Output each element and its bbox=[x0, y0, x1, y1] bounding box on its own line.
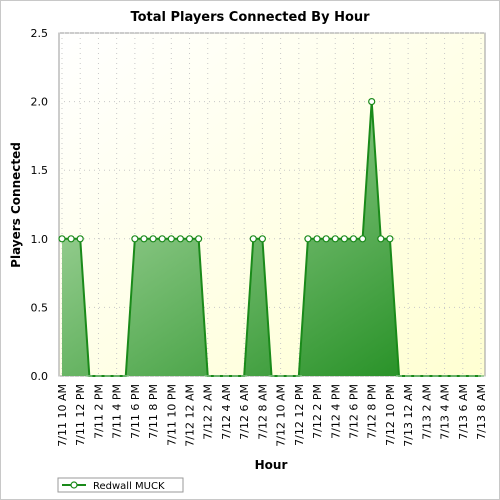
y-tick-label: 2.0 bbox=[31, 96, 49, 109]
x-tick-label: 7/13 8 AM bbox=[475, 384, 488, 440]
x-tick-label: 7/11 2 PM bbox=[92, 384, 105, 439]
x-tick-label: 7/11 12 PM bbox=[74, 384, 87, 446]
y-tick-label: 1.0 bbox=[31, 233, 49, 246]
data-point-marker bbox=[322, 235, 330, 243]
x-tick-label: 7/12 8 AM bbox=[256, 384, 269, 440]
data-point-marker bbox=[58, 235, 66, 243]
data-point-marker bbox=[331, 235, 339, 243]
data-point-marker bbox=[304, 235, 312, 243]
x-tick-label: 7/11 10 AM bbox=[56, 384, 69, 447]
x-tick-label: 7/11 4 PM bbox=[111, 384, 124, 439]
legend-swatch-marker bbox=[70, 481, 78, 489]
x-tick-label: 7/12 4 PM bbox=[329, 384, 342, 439]
x-tick-label: 7/12 6 PM bbox=[347, 384, 360, 439]
plot-area bbox=[58, 32, 486, 377]
data-point-marker bbox=[313, 235, 321, 243]
data-point-marker bbox=[140, 235, 148, 243]
y-axis-label: Players Connected bbox=[9, 142, 23, 268]
x-tick-label: 7/12 10 PM bbox=[384, 384, 397, 446]
data-point-marker bbox=[258, 235, 266, 243]
x-tick-label: 7/12 2 PM bbox=[311, 384, 324, 439]
x-tick-label: 7/13 2 AM bbox=[420, 384, 433, 440]
y-tick-label: 1.5 bbox=[31, 164, 49, 177]
chart-title: Total Players Connected By Hour bbox=[130, 10, 370, 25]
data-point-marker bbox=[131, 235, 139, 243]
data-point-marker bbox=[195, 235, 203, 243]
x-tick-label: 7/11 6 PM bbox=[129, 384, 142, 439]
x-tick-label: 7/12 2 AM bbox=[202, 384, 215, 440]
data-point-marker bbox=[340, 235, 348, 243]
x-tick-label: 7/12 12 AM bbox=[184, 384, 197, 447]
x-tick-label: 7/12 4 AM bbox=[220, 384, 233, 440]
legend-box bbox=[57, 477, 184, 493]
data-point-marker bbox=[167, 235, 175, 243]
data-point-marker bbox=[377, 235, 385, 243]
data-point-marker bbox=[149, 235, 157, 243]
x-tick-label: 7/13 6 AM bbox=[457, 384, 470, 440]
data-point-marker bbox=[158, 235, 166, 243]
x-tick-labels: 7/11 10 AM 7/11 12 PM 7/11 2 PM 7/11 4 PM 7/… bbox=[56, 384, 488, 447]
y-tick-label: 0.0 bbox=[31, 370, 49, 383]
data-point-marker bbox=[386, 235, 394, 243]
y-tick-label: 2.5 bbox=[31, 27, 49, 40]
x-tick-label: 7/12 12 PM bbox=[293, 384, 306, 446]
x-tick-label: 7/13 12 AM bbox=[402, 384, 415, 447]
data-point-marker bbox=[368, 97, 376, 106]
data-point-marker bbox=[185, 235, 194, 243]
x-tick-label: 7/11 8 PM bbox=[147, 384, 160, 439]
data-point-marker bbox=[176, 235, 185, 243]
x-tick-label: 7/13 4 AM bbox=[439, 384, 452, 440]
series-area-fill bbox=[62, 101, 481, 376]
series-area bbox=[58, 97, 484, 377]
data-point-marker bbox=[249, 235, 257, 243]
y-tick-label: 0.5 bbox=[31, 301, 49, 314]
x-tick-label: 7/12 8 PM bbox=[366, 384, 379, 439]
legend-label: Redwall MUCK bbox=[93, 481, 165, 492]
x-tick-label: 7/11 10 PM bbox=[165, 384, 178, 446]
x-axis-label: Hour bbox=[255, 458, 288, 472]
data-point-marker bbox=[349, 235, 358, 243]
y-tick-labels: 0.0 0.5 1.0 1.5 2.0 2.5 bbox=[31, 27, 49, 383]
data-point-marker bbox=[358, 235, 367, 243]
data-point-marker bbox=[67, 235, 75, 243]
x-tick-label: 7/12 10 AM bbox=[275, 384, 288, 447]
legend: Redwall MUCK bbox=[57, 477, 184, 493]
x-tick-label: 7/12 6 AM bbox=[238, 384, 251, 440]
data-point-marker bbox=[76, 235, 84, 243]
